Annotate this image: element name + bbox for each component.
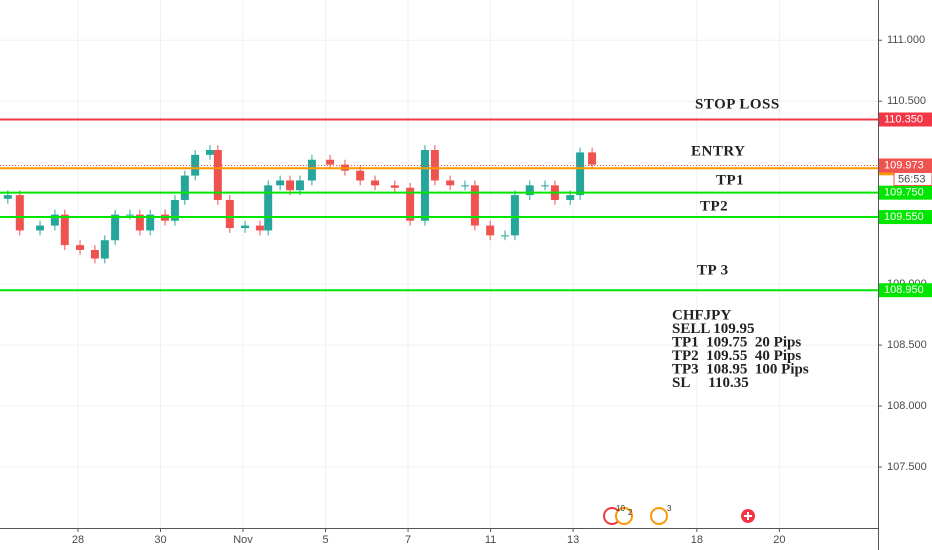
note-line: TP3 108.95 100 Pips xyxy=(672,361,809,377)
candle-body xyxy=(541,185,550,187)
candle-body xyxy=(255,225,264,231)
candle-body xyxy=(100,240,109,259)
x-tick-label: 30 xyxy=(154,534,166,546)
last-price-label: 109.973 xyxy=(884,159,924,171)
x-tick-label: 20 xyxy=(773,534,785,546)
y-tick-label: 110.500 xyxy=(887,95,926,107)
candle-body xyxy=(180,175,189,200)
event-icon xyxy=(650,507,668,525)
price-badge-label: 109.550 xyxy=(884,211,924,223)
y-tick-label: 108.000 xyxy=(887,400,927,412)
price-badge xyxy=(879,112,932,127)
candle-body xyxy=(420,149,429,221)
candle-body xyxy=(276,180,285,186)
level-name: TP2 xyxy=(700,198,728,214)
countdown-label: 56:53 xyxy=(898,173,926,185)
candle-body xyxy=(460,185,469,187)
note-line: SL 110.35 xyxy=(672,375,749,391)
candle-body xyxy=(576,152,585,196)
candle-body xyxy=(446,180,455,186)
price-badge xyxy=(879,283,932,298)
level-name: TP 3 xyxy=(697,262,729,278)
candle-body xyxy=(90,249,99,259)
candle-body xyxy=(135,214,144,231)
x-tick-label: 5 xyxy=(322,534,328,546)
candle-body xyxy=(170,199,179,221)
candle-body xyxy=(486,225,495,236)
candle-body xyxy=(36,225,45,231)
candle-body xyxy=(60,214,69,246)
level-name: TP1 xyxy=(716,172,744,188)
candle-body xyxy=(213,149,222,200)
event-icon-cross xyxy=(744,512,752,520)
candle-body xyxy=(470,185,479,226)
grid xyxy=(0,0,878,528)
candle-body xyxy=(430,149,439,181)
candle-body xyxy=(566,195,575,200)
x-tick-label: 7 xyxy=(405,534,411,546)
y-tick-label: 107.500 xyxy=(887,461,927,473)
level-name: STOP LOSS xyxy=(695,96,780,112)
note-line: TP1 109.75 20 Pips xyxy=(672,334,801,350)
candle-body xyxy=(111,214,120,241)
candle-body xyxy=(264,185,273,231)
candle-body xyxy=(15,195,24,231)
candle-body xyxy=(50,214,59,226)
event-label: 2 xyxy=(628,508,633,517)
note-line: TP2 109.55 40 Pips xyxy=(672,348,801,364)
last-price-badge xyxy=(879,158,932,173)
price-badge xyxy=(879,210,932,225)
candle-body xyxy=(307,159,316,181)
candle-body xyxy=(501,235,510,237)
candle-body xyxy=(356,170,365,181)
candle-body xyxy=(146,214,155,231)
event-label: 10 xyxy=(616,504,625,513)
candle-body xyxy=(510,195,519,236)
note-line: SELL 109.95 xyxy=(672,321,755,337)
x-tick-label: Nov xyxy=(233,534,253,546)
countdown-badge xyxy=(893,171,932,186)
candle-body xyxy=(295,180,304,191)
candle-body xyxy=(588,152,597,165)
price-badge-label: 110.350 xyxy=(884,113,923,125)
x-tick-label: 13 xyxy=(567,534,579,546)
price-badge-label: 109.750 xyxy=(884,187,924,199)
candle-body xyxy=(225,199,234,229)
x-tick-label: 18 xyxy=(691,534,703,546)
candle-body xyxy=(125,214,134,216)
event-label: 3 xyxy=(667,504,672,513)
candle-body xyxy=(76,245,85,250)
candle-body xyxy=(206,149,215,155)
candle-body xyxy=(390,185,399,188)
level-name: ENTRY xyxy=(691,143,745,159)
candle-body xyxy=(3,195,12,199)
y-tick-label: 108.500 xyxy=(887,339,927,351)
note-line: CHFJPY xyxy=(672,307,731,323)
candle-body xyxy=(371,180,380,186)
event-icons xyxy=(603,507,757,525)
y-tick-label: 111.000 xyxy=(887,34,925,46)
price-badge xyxy=(879,185,932,200)
candle-body xyxy=(406,187,415,221)
candle-body xyxy=(286,180,295,191)
candle-body xyxy=(241,225,250,229)
x-tick-label: 28 xyxy=(72,534,84,546)
event-icon xyxy=(615,507,633,525)
candle-body xyxy=(525,185,534,196)
x-tick-label: 11 xyxy=(485,534,496,546)
candle-body xyxy=(326,159,335,165)
price-badge-label: 108.950 xyxy=(884,284,924,296)
